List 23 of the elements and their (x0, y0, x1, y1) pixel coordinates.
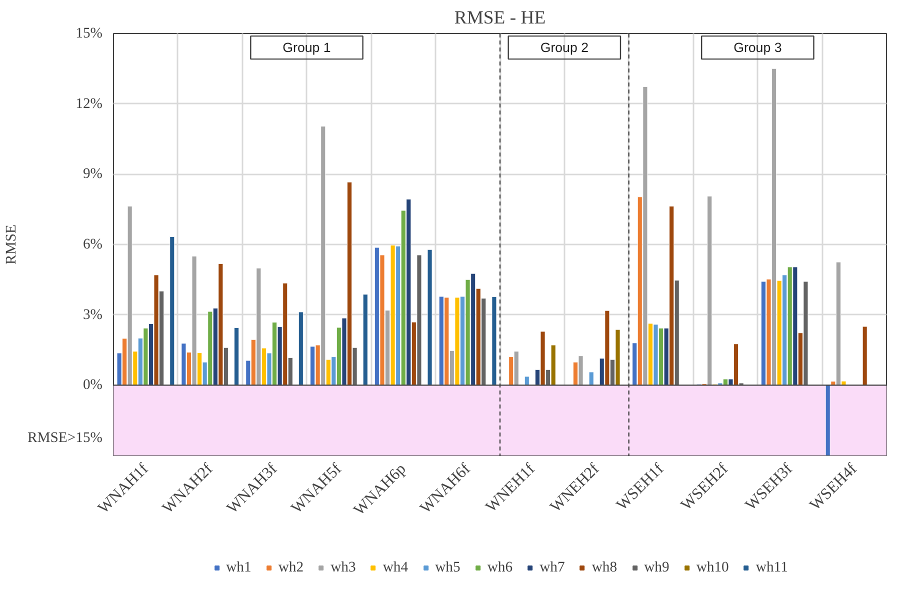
legend-label: wh11 (756, 559, 788, 576)
y-tick-label: 15% (76, 26, 103, 42)
y-axis-title: RMSE (3, 224, 20, 264)
y-tick-label: RMSE>15% (27, 430, 103, 446)
legend-label: wh6 (487, 559, 513, 576)
legend-label: wh9 (644, 559, 670, 576)
y-tick-label: 12% (76, 96, 103, 112)
y-tick-label: 6% (82, 236, 103, 252)
annotation: Group 2 (540, 40, 589, 56)
legend-label: wh8 (592, 559, 618, 576)
legend-label: wh1 (226, 559, 252, 576)
y-tick-label: 3% (82, 306, 103, 323)
y-tick-label: 9% (82, 166, 103, 182)
chart-title: RMSE - HE (454, 8, 546, 28)
legend-label: wh10 (696, 559, 729, 576)
legend-label: wh2 (278, 559, 304, 576)
y-tick-label: 0% (82, 377, 103, 394)
legend-label: wh5 (435, 559, 460, 576)
legend-label: wh3 (330, 559, 356, 576)
annotation: Group 1 (282, 40, 331, 56)
legend-label: wh4 (382, 559, 408, 576)
annotation: Group 3 (734, 40, 782, 56)
legend-label: wh7 (540, 559, 565, 576)
